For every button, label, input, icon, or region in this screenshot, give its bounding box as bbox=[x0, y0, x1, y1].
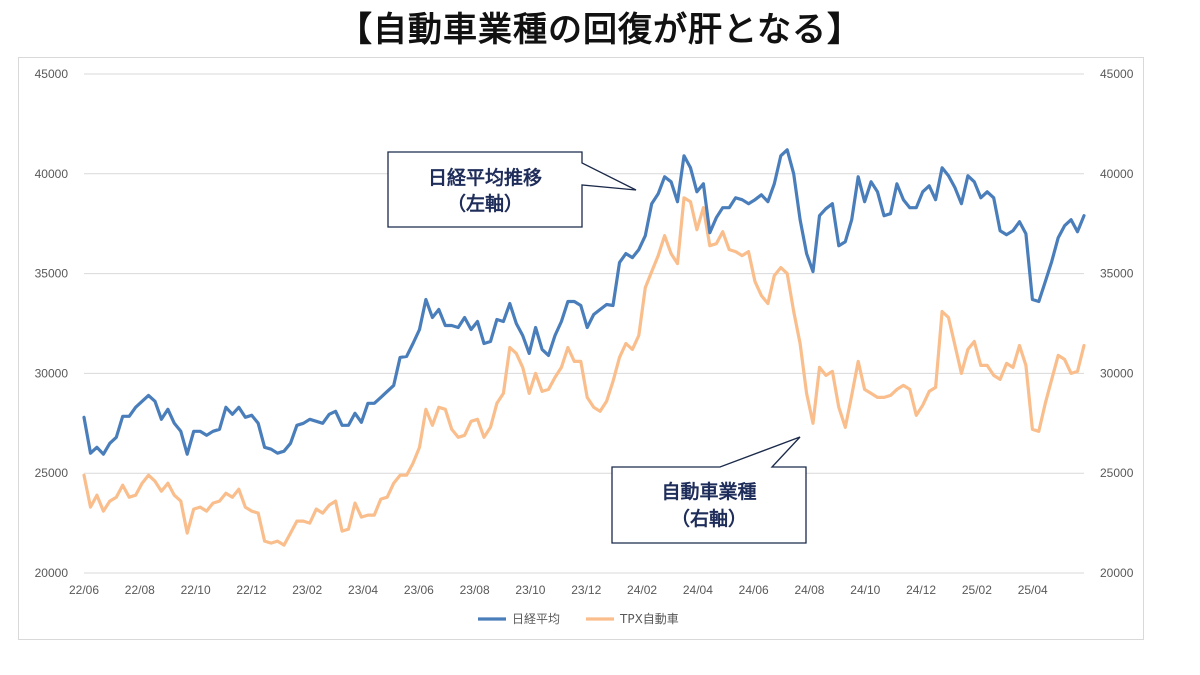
callout-text-line1: 自動車業種 bbox=[661, 480, 756, 503]
right-axis-tick-label: 20000 bbox=[1100, 566, 1134, 580]
left-axis-tick-label: 40000 bbox=[35, 167, 69, 181]
left-axis-tick-label: 25000 bbox=[35, 466, 69, 480]
x-axis-tick-label: 24/06 bbox=[739, 583, 769, 597]
right-axis-tick-label: 30000 bbox=[1100, 366, 1134, 380]
x-axis-tick-label: 23/06 bbox=[404, 583, 434, 597]
x-axis-tick-label: 24/10 bbox=[850, 583, 880, 597]
left-axis-tick-label: 30000 bbox=[35, 366, 69, 380]
x-axis-ticks: 22/06 22/08 22/10 22/12 23/02 23/04 23/06 23/08… bbox=[69, 583, 1048, 597]
x-axis-tick-label: 22/08 bbox=[125, 583, 155, 597]
x-axis-tick-label: 24/12 bbox=[906, 583, 936, 597]
legend-item-1: TPX自動車 bbox=[586, 612, 679, 626]
x-axis-tick-label: 23/08 bbox=[460, 583, 490, 597]
left-axis-tick-label: 45000 bbox=[35, 67, 69, 81]
x-axis-tick-label: 22/06 bbox=[69, 583, 99, 597]
callout-text-line2: （右軸） bbox=[671, 507, 747, 530]
right-axis-ticks: 20000 25000 30000 35000 40000 45000 bbox=[1100, 67, 1134, 580]
right-axis-tick-label: 25000 bbox=[1100, 466, 1134, 480]
x-axis-tick-label: 25/02 bbox=[962, 583, 992, 597]
series-lines bbox=[82, 148, 1086, 547]
x-axis-tick-label: 24/08 bbox=[794, 583, 824, 597]
right-axis-tick-label: 35000 bbox=[1100, 267, 1134, 281]
x-axis-tick-label: 24/02 bbox=[627, 583, 657, 597]
callout-box bbox=[611, 436, 807, 544]
callout-1: 自動車業種 （右軸） bbox=[611, 436, 807, 544]
chart-frame bbox=[18, 57, 1144, 640]
left-axis-tick-label: 20000 bbox=[35, 566, 69, 580]
left-axis-ticks: 20000 25000 30000 35000 40000 45000 bbox=[35, 67, 69, 580]
legend: 日経平均 TPX自動車 bbox=[478, 612, 679, 626]
callouts: 日経平均推移 （左軸） 自動車業種 （右軸） bbox=[387, 151, 807, 544]
page-title: 【自動車業種の回復が肝となる】 bbox=[338, 10, 862, 50]
callout-0: 日経平均推移 （左軸） bbox=[387, 151, 637, 228]
x-axis-tick-label: 23/12 bbox=[571, 583, 601, 597]
x-axis-tick-label: 23/02 bbox=[292, 583, 322, 597]
right-axis-tick-label: 40000 bbox=[1100, 167, 1134, 181]
right-axis-tick-label: 45000 bbox=[1100, 67, 1134, 81]
legend-label: TPX自動車 bbox=[619, 612, 679, 626]
x-axis-tick-label: 25/04 bbox=[1018, 583, 1048, 597]
x-axis-tick-label: 23/10 bbox=[515, 583, 545, 597]
legend-label: 日経平均 bbox=[512, 612, 560, 626]
callout-text-line2: （左軸） bbox=[447, 192, 523, 215]
x-axis-tick-label: 24/04 bbox=[683, 583, 713, 597]
callout-box bbox=[387, 151, 637, 228]
legend-item-0: 日経平均 bbox=[478, 612, 560, 626]
x-axis-tick-label: 22/12 bbox=[236, 583, 266, 597]
x-axis-tick-label: 23/04 bbox=[348, 583, 378, 597]
callout-text-line1: 日経平均推移 bbox=[428, 166, 542, 189]
gridlines bbox=[84, 73, 1084, 574]
x-axis-tick-label: 22/10 bbox=[181, 583, 211, 597]
series-line-1 bbox=[82, 196, 1086, 547]
left-axis-tick-label: 35000 bbox=[35, 267, 69, 281]
series-line-0 bbox=[82, 148, 1086, 456]
